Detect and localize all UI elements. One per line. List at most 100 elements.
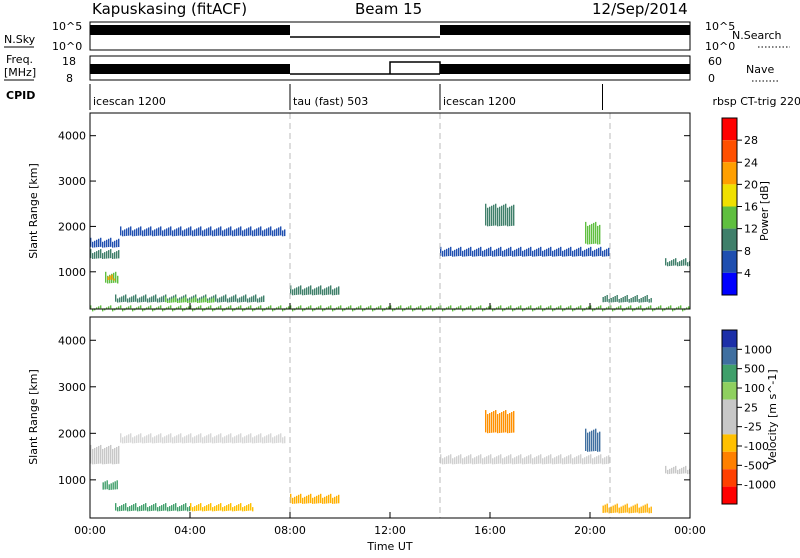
cbar-tick-label: 500 [744,363,765,376]
echo-cell [200,503,201,510]
echo-cell [596,249,597,256]
echo-cell [540,305,541,308]
velocity-ylabel: Slant Range [km] [27,369,40,465]
echo-cell [500,454,501,463]
echo-cell [612,309,613,311]
echo-cell [113,482,114,489]
echo-cell [558,248,559,256]
echo-cell [623,297,624,302]
echo-cell [263,295,264,301]
echo-cell [468,455,469,464]
echo-cell [488,306,489,308]
echo-cell [157,298,158,302]
echo-cell [131,296,132,302]
echo-cell [632,309,633,311]
echo-cell [328,306,329,308]
x-tick-label: 20:00 [574,524,606,537]
echo-cell [176,435,177,443]
echo-cell [678,306,679,308]
echo-cell [631,298,632,302]
echo-cell [252,230,253,236]
echo-cell [582,458,583,464]
echo-cell [132,230,133,236]
echo-cell [580,454,581,463]
echo-cell [117,298,118,302]
echo-cell [183,298,184,303]
echo-cell [450,305,451,308]
echo-cell [450,454,451,463]
echo-cell [163,295,164,301]
echo-cell [170,305,171,308]
echo-cell [116,251,117,258]
echo-cell [118,446,119,464]
echo-cell [665,466,666,473]
echo-cell [372,309,373,311]
echo-cell [92,253,93,259]
echo-cell [220,226,221,235]
echo-cell [629,299,630,303]
echo-cell [207,301,208,303]
echo-cell [428,306,429,308]
echo-cell [572,251,573,257]
echo-cell [412,309,413,311]
echo-cell [127,507,128,511]
echo-cell [200,305,201,308]
echo-cell [193,298,194,303]
echo-cell [237,298,238,302]
echo-cell [462,458,463,464]
echo-cell [160,433,161,442]
echo-cell [108,277,109,280]
echo-cell [151,296,152,302]
echo-cell [611,507,612,514]
echo-cell [478,306,479,308]
echo-cell [138,434,139,443]
x-tick-label: 00:00 [74,524,106,537]
echo-cell [480,305,481,308]
noise-strip: N.Sky 10^5 10^0 10^5 10^0 N.Search [4,20,790,53]
echo-cell [560,454,561,463]
echo-cell [186,228,187,235]
echo-cell [536,249,537,256]
echo-cell [520,454,521,463]
echo-cell [482,251,483,257]
echo-cell [123,295,124,301]
echo-cell [172,437,173,443]
echo-cell [340,305,341,308]
echo-cell [498,248,499,256]
echo-cell [174,436,175,443]
echo-cell [456,249,457,256]
echo-cell [485,204,486,226]
echo-cell [584,250,585,257]
echo-cell [487,414,488,433]
echo-cell [272,230,273,236]
echo-cell [591,431,592,452]
echo-cell [98,250,99,258]
echo-cell [122,230,123,236]
echo-cell [332,498,333,504]
echo-cell [558,306,559,308]
echo-cell [608,248,609,256]
echo-cell [112,253,113,259]
echo-cell [448,306,449,308]
echo-cell [578,248,579,256]
echo-cell [184,436,185,443]
echo-cell [538,306,539,308]
echo-cell [149,297,150,302]
echo-cell [462,309,463,311]
echo-cell [402,309,403,311]
echo-cell [282,437,283,443]
echo-cell [532,251,533,257]
echo-cell [511,412,512,433]
echo-cell [110,276,111,280]
cbar-tick-label: -25 [744,421,762,434]
echo-cell [622,309,623,311]
echo-cell [628,306,629,308]
nave-tick-high: 60 [708,55,722,68]
echo-cell [493,411,494,433]
echo-cell [135,294,136,301]
echo-cell [165,297,166,302]
echo-cell [613,297,614,302]
echo-cell [232,507,233,511]
